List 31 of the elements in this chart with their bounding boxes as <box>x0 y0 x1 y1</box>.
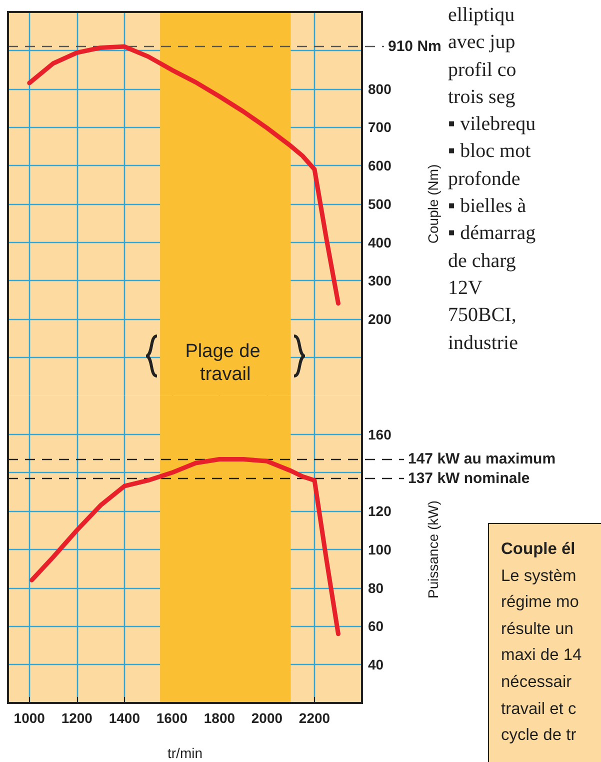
y-axis-title: Puissance (kW) <box>425 500 441 598</box>
y-tick-label: 60 <box>368 618 384 634</box>
x-tick-label: 1000 <box>14 710 46 726</box>
y-tick-label: 800 <box>368 80 392 97</box>
x-tick-label: 1400 <box>108 710 140 726</box>
y-tick-label: 700 <box>368 119 392 136</box>
x-tick-label: 2000 <box>251 710 283 726</box>
text: Couple él Le systèm régime mo résulte un maxi de 14 nécessair travail et c cycle de tr <box>488 523 601 762</box>
x-tick-label: 2200 <box>298 710 330 726</box>
y-tick-label: 200 <box>368 311 392 328</box>
band-label: Plage de travail <box>185 340 266 385</box>
y-axis-title: Couple (Nm) <box>425 164 441 244</box>
x-tick-label: 1200 <box>61 710 93 726</box>
ref-line-label: 910 Nm <box>388 38 442 56</box>
y-tick-label: 160 <box>368 426 392 442</box>
ref-line-label: 137 kW nominale <box>408 470 530 487</box>
x-tick-label: 1800 <box>204 710 236 726</box>
y-tick-label: 400 <box>368 234 392 250</box>
y-tick-label: 600 <box>368 158 392 174</box>
y-tick-label: 80 <box>368 580 384 596</box>
y-tick-label: 300 <box>368 272 392 289</box>
ref-line-label: 147 kW au maximum <box>408 450 556 468</box>
text: elliptiqu avec jup profil co trois seg ▪ vilebrequ ▪ bloc mot profonde ▪ bielles à ▪ démarrag de charg 12V 750BCI, industrie <box>448 4 536 354</box>
y-tick-label: 500 <box>368 196 392 212</box>
x-axis-title: tr/min <box>168 745 202 761</box>
line-series <box>30 456 340 636</box>
y-tick-label: 120 <box>368 503 392 520</box>
y-tick-label: 100 <box>368 541 392 558</box>
y-tick-label: 40 <box>368 656 384 673</box>
x-tick-label: 1600 <box>156 710 188 726</box>
line-series <box>27 44 340 306</box>
